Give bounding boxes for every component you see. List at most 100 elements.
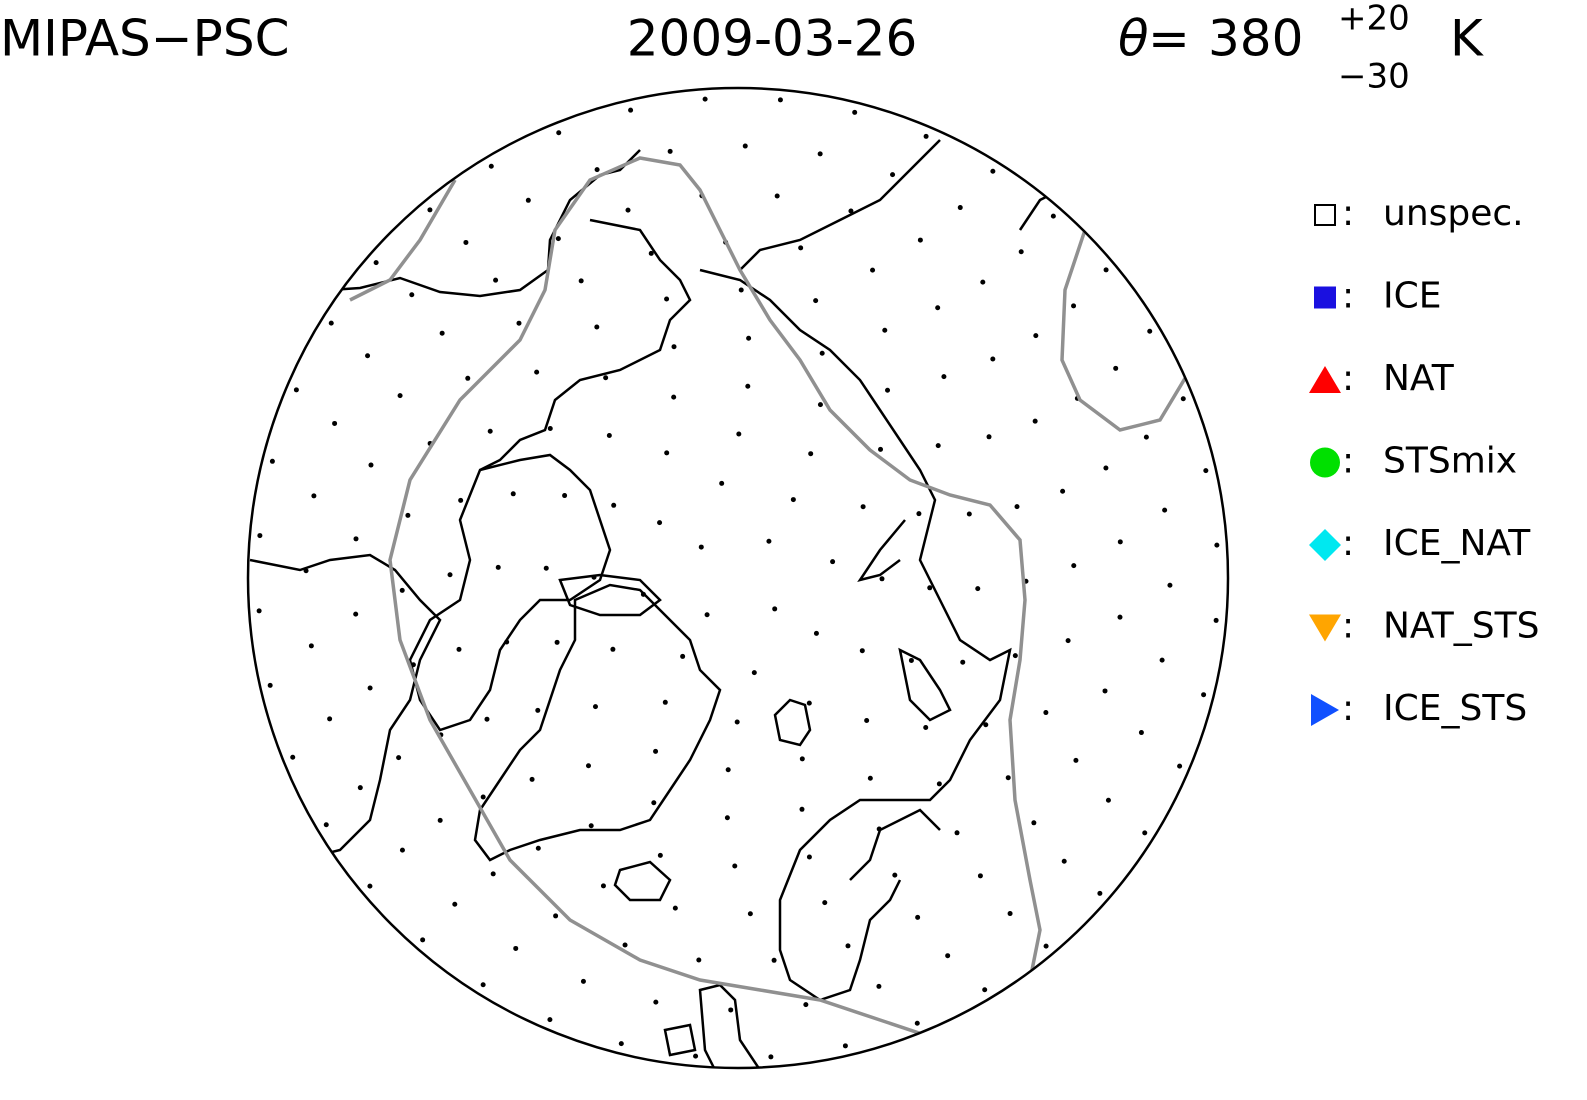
obs-point — [704, 612, 710, 618]
obs-point — [405, 512, 411, 518]
obs-point — [982, 987, 988, 993]
obs-point — [860, 504, 866, 510]
greenland — [473, 583, 722, 862]
obs-point — [1005, 775, 1011, 781]
obs-point — [664, 450, 670, 456]
obs-point — [746, 335, 752, 341]
obs-point — [618, 1041, 624, 1047]
obs-point — [1103, 465, 1109, 471]
legend-marker — [1309, 614, 1341, 642]
obs-point — [427, 207, 433, 213]
obs-point — [662, 699, 668, 705]
obs-point — [923, 725, 929, 731]
obs-point — [543, 565, 549, 571]
obs-point — [680, 653, 686, 659]
obs-point — [458, 497, 464, 503]
obs-point — [960, 659, 966, 665]
obs-point — [790, 497, 796, 503]
obs-point — [452, 901, 458, 907]
obs-point — [822, 900, 828, 906]
obs-point — [798, 245, 804, 251]
obs-point — [1060, 488, 1066, 494]
obs-point — [437, 817, 443, 823]
obs-point — [742, 143, 748, 149]
obs-point — [876, 983, 882, 989]
obs-point — [734, 719, 740, 725]
obs-point — [256, 608, 262, 614]
obs-point — [724, 815, 730, 821]
obs-point — [975, 586, 981, 592]
british-isles — [663, 983, 763, 1068]
obs-point — [935, 305, 941, 311]
legend-label: NAT_STS — [1383, 606, 1539, 647]
obs-point — [966, 511, 972, 517]
obs-point — [986, 434, 992, 440]
legend-separator: : — [1342, 276, 1354, 317]
obs-point — [493, 277, 499, 283]
obs-point — [728, 1007, 734, 1013]
obs-point — [935, 443, 941, 449]
obs-point — [747, 911, 753, 917]
obs-point — [257, 533, 263, 539]
obs-point — [864, 718, 870, 724]
obs-point — [813, 630, 819, 636]
obs-point — [367, 685, 373, 691]
obs-point — [625, 207, 631, 213]
obs-point — [914, 1020, 920, 1026]
legend-label: unspec. — [1383, 193, 1524, 234]
obs-point — [1117, 614, 1123, 620]
obs-point — [819, 350, 825, 356]
obs-point — [456, 646, 462, 652]
obs-point — [1071, 563, 1077, 569]
obs-point — [1177, 763, 1183, 769]
obs-point — [622, 942, 628, 948]
vortex-edge-contour — [349, 156, 1192, 1042]
obs-point — [628, 107, 634, 113]
theta-symbol: θ — [1118, 10, 1149, 68]
obs-point — [954, 830, 960, 836]
legend-label: STSmix — [1383, 441, 1517, 482]
obs-point — [594, 324, 600, 330]
obs-point — [1061, 858, 1067, 864]
obs-point — [772, 606, 778, 612]
obs-point — [777, 97, 783, 103]
obs-point — [1071, 303, 1077, 309]
obs-point — [738, 287, 744, 293]
obs-point — [878, 446, 884, 452]
obs-point — [1103, 267, 1109, 273]
obs-point — [1031, 820, 1037, 826]
obs-point — [399, 587, 405, 593]
obs-point — [657, 852, 663, 858]
obs-point — [1203, 468, 1209, 474]
obs-point — [373, 260, 379, 266]
obs-point — [484, 716, 490, 722]
obs-point — [916, 511, 922, 517]
obs-point — [399, 847, 405, 853]
obs-point — [353, 536, 359, 542]
obs-point — [830, 559, 836, 565]
obs-point — [588, 823, 594, 829]
obs-point — [594, 167, 600, 173]
map-area — [249, 96, 1220, 1068]
obs-point — [698, 544, 704, 550]
legend-label: ICE_STS — [1383, 688, 1527, 729]
obs-point — [510, 491, 516, 497]
obs-point — [945, 953, 951, 959]
obs-point — [1007, 911, 1013, 917]
obs-point — [1162, 507, 1168, 513]
obs-point — [957, 205, 963, 211]
obs-point — [808, 451, 814, 457]
obs-point — [488, 163, 494, 169]
obs-point — [580, 978, 586, 984]
obs-point — [817, 151, 823, 157]
obs-point — [480, 982, 486, 988]
obs-point — [323, 822, 329, 828]
obs-point — [990, 356, 996, 362]
obs-point — [308, 643, 314, 649]
date-title: 2009-03-26 — [627, 10, 918, 68]
legend-marker — [1311, 694, 1339, 726]
legend: : unspec.: ICE: NAT: STSmix: ICE_NAT: NAT_STS:… — [1309, 193, 1539, 729]
obs-point — [420, 937, 426, 943]
obs-point — [1097, 890, 1103, 896]
